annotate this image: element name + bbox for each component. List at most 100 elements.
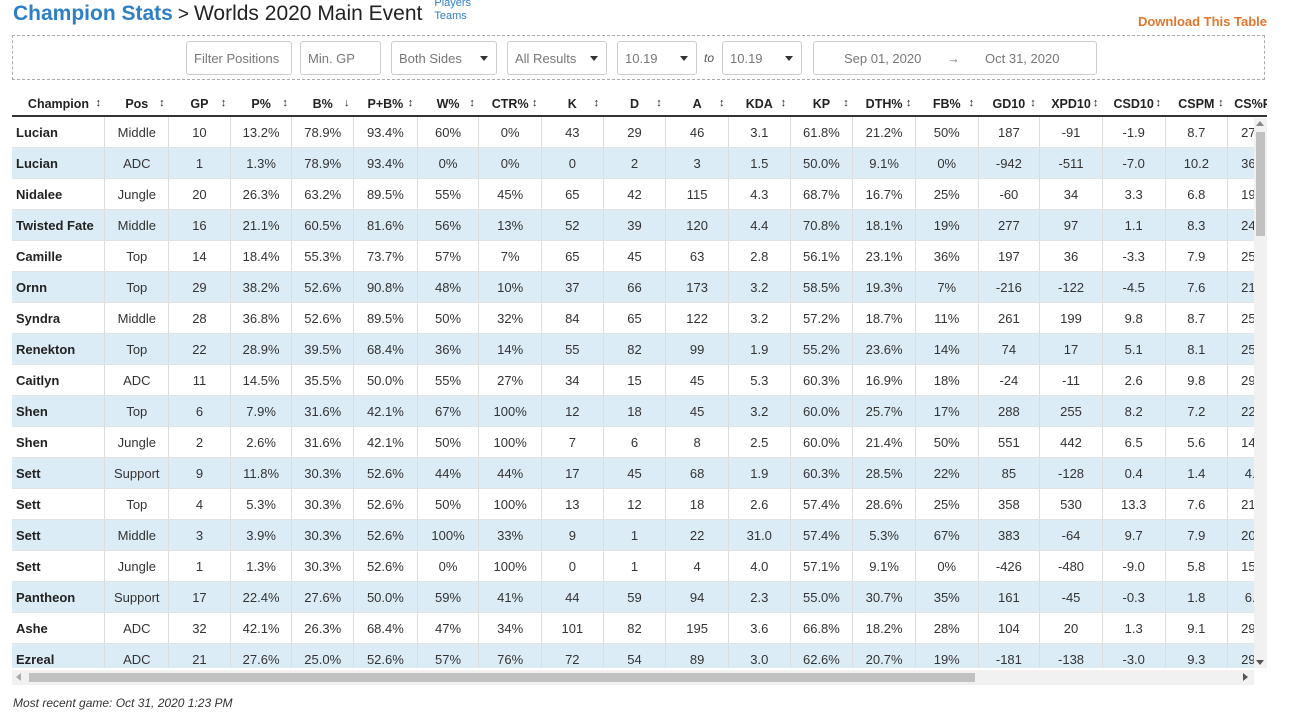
table-cell: 6	[603, 426, 667, 458]
results-select[interactable]: All Results	[507, 41, 607, 75]
table-cell: 78.9%	[291, 116, 355, 148]
sort-icon[interactable]: ↕	[1030, 97, 1036, 109]
sort-icon[interactable]: ↕	[593, 97, 600, 109]
sort-icon[interactable]: ↕	[968, 97, 975, 109]
table-cell: 31.6%	[291, 426, 355, 458]
column-header-xpd10[interactable]: XPD10 ↕	[1039, 93, 1103, 117]
table-cell: 358	[978, 488, 1041, 520]
sort-icon[interactable]: ↕	[1218, 97, 1224, 109]
scroll-left-icon[interactable]	[16, 673, 21, 681]
table-cell: -4.5	[1102, 271, 1166, 303]
column-header-p-b-[interactable]: P+B% ↕	[353, 93, 418, 117]
table-cell: 18	[603, 395, 667, 427]
table-cell: 94	[665, 581, 729, 613]
horizontal-scroll-thumb[interactable]	[29, 673, 975, 682]
sort-icon[interactable]: ↕	[1092, 97, 1099, 109]
sort-icon[interactable]: ↕	[282, 97, 288, 109]
column-header-kda[interactable]: KDA ↕	[728, 93, 791, 117]
sort-icon[interactable]: ↕	[780, 97, 787, 109]
scroll-down-icon[interactable]	[1256, 660, 1264, 665]
champion-stats-link[interactable]: Champion Stats	[13, 2, 173, 25]
date-range-picker[interactable]: Sep 01, 2020 → Oct 31, 2020	[813, 41, 1097, 75]
vertical-scroll-thumb[interactable]	[1256, 132, 1265, 236]
sort-icon[interactable]: ↕	[159, 97, 165, 109]
sort-icon[interactable]: ↕	[656, 97, 662, 109]
sort-icon[interactable]: ↕	[905, 97, 912, 109]
table-cell: Jungle	[104, 178, 170, 210]
column-header-cspm[interactable]: CSPM ↕	[1165, 93, 1228, 117]
champion-name: Renekton	[12, 333, 106, 365]
column-header-fb-[interactable]: FB% ↕	[915, 93, 979, 117]
sort-icon[interactable]: ↕	[718, 97, 725, 109]
table-cell: 30.7%	[852, 581, 916, 613]
table-cell: 22	[665, 519, 729, 551]
scroll-up-icon[interactable]	[1256, 121, 1264, 126]
date-from[interactable]: Sep 01, 2020	[844, 51, 922, 66]
vertical-scrollbar[interactable]	[1254, 118, 1267, 668]
column-header-p-[interactable]: P% ↕	[230, 93, 292, 117]
stats-sublinks: Players Teams	[434, 0, 471, 23]
column-header-pos[interactable]: Pos ↕	[104, 93, 169, 117]
teams-link[interactable]: Teams	[434, 10, 467, 22]
table-cell: 30.3%	[291, 519, 355, 551]
table-cell: 37	[541, 271, 604, 303]
table-cell: 41%	[478, 581, 542, 613]
download-table-link[interactable]: Download This Table	[1137, 14, 1267, 29]
table-cell: 9.1%	[852, 550, 916, 582]
column-header-cs-p15[interactable]: CS%P15	[1227, 93, 1267, 117]
sort-icon[interactable]: ↕	[95, 97, 101, 109]
table-cell: 10	[168, 116, 231, 148]
breadcrumb-separator: >	[177, 4, 189, 25]
column-label: CSPM	[1178, 97, 1215, 111]
table-row: Syndra Middle 28 36.8% 52.6% 89.5% 50% 32% 84 65 1…	[12, 302, 1267, 334]
patch-to-label: to	[704, 51, 715, 65]
champion-name: Twisted Fate	[12, 209, 106, 241]
sort-icon[interactable]: ↕	[220, 97, 227, 109]
column-header-d[interactable]: D ↕	[603, 93, 666, 117]
column-header-a[interactable]: A ↕	[665, 93, 729, 117]
table-cell: 1	[603, 519, 667, 551]
table-cell: 100%	[417, 519, 480, 551]
table-cell: 3.3	[1102, 178, 1166, 210]
table-row: Shen Top 6 7.9% 31.6% 42.1% 67% 100% 12 18 45 3.2 60…	[12, 395, 1267, 427]
sort-icon[interactable]: ↕	[532, 97, 538, 109]
table-cell: 23.1%	[852, 240, 916, 272]
column-header-ctr-[interactable]: CTR% ↕	[478, 93, 542, 117]
patch-to-select[interactable]: 10.19	[722, 41, 802, 75]
sort-icon[interactable]: ↕	[843, 97, 849, 109]
table-cell: 52.6%	[291, 302, 355, 334]
table-cell: 14.5%	[230, 364, 293, 396]
table-cell: 13.2%	[230, 116, 293, 148]
filter-positions-input[interactable]: Filter Positions	[186, 41, 292, 75]
sort-icon[interactable]: ↕	[407, 97, 414, 109]
sides-select[interactable]: Both Sides	[391, 41, 497, 75]
column-header-gd10[interactable]: GD10 ↕	[978, 93, 1040, 117]
table-cell: 9.7	[1102, 519, 1166, 551]
sort-icon[interactable]: ↓	[344, 97, 350, 109]
table-cell: 50.0%	[353, 364, 418, 396]
patch-from-select[interactable]: 10.19	[617, 41, 697, 75]
sort-icon[interactable]: ↕	[469, 97, 475, 109]
column-header-k[interactable]: K ↕	[541, 93, 604, 117]
column-header-csd10[interactable]: CSD10 ↕	[1102, 93, 1166, 117]
table-cell: -91	[1039, 116, 1103, 148]
table-cell: 7%	[478, 240, 542, 272]
column-header-w-[interactable]: W% ↕	[417, 93, 479, 117]
column-header-champion[interactable]: Champion ↕	[12, 93, 105, 117]
table-row: Caitlyn ADC 11 14.5% 35.5% 50.0% 55% 27% 34 15 45 5…	[12, 364, 1267, 396]
column-header-kp[interactable]: KP ↕	[790, 93, 853, 117]
sort-icon[interactable]: ↕	[1155, 97, 1162, 109]
column-header-dth-[interactable]: DTH% ↕	[852, 93, 916, 117]
min-gp-input[interactable]: Min. GP	[300, 41, 381, 75]
table-cell: 66	[603, 271, 667, 303]
players-link[interactable]: Players	[434, 0, 472, 9]
arrow-right-icon: →	[947, 51, 960, 66]
table-cell: 7.9%	[230, 395, 293, 427]
date-to[interactable]: Oct 31, 2020	[985, 51, 1060, 66]
table-cell: 43	[541, 116, 604, 148]
column-header-b-[interactable]: B% ↓	[291, 93, 354, 117]
column-header-gp[interactable]: GP ↕	[168, 93, 231, 117]
horizontal-scrollbar[interactable]	[12, 670, 1254, 685]
scroll-right-icon[interactable]	[1243, 673, 1248, 681]
table-cell: Top	[104, 488, 170, 520]
